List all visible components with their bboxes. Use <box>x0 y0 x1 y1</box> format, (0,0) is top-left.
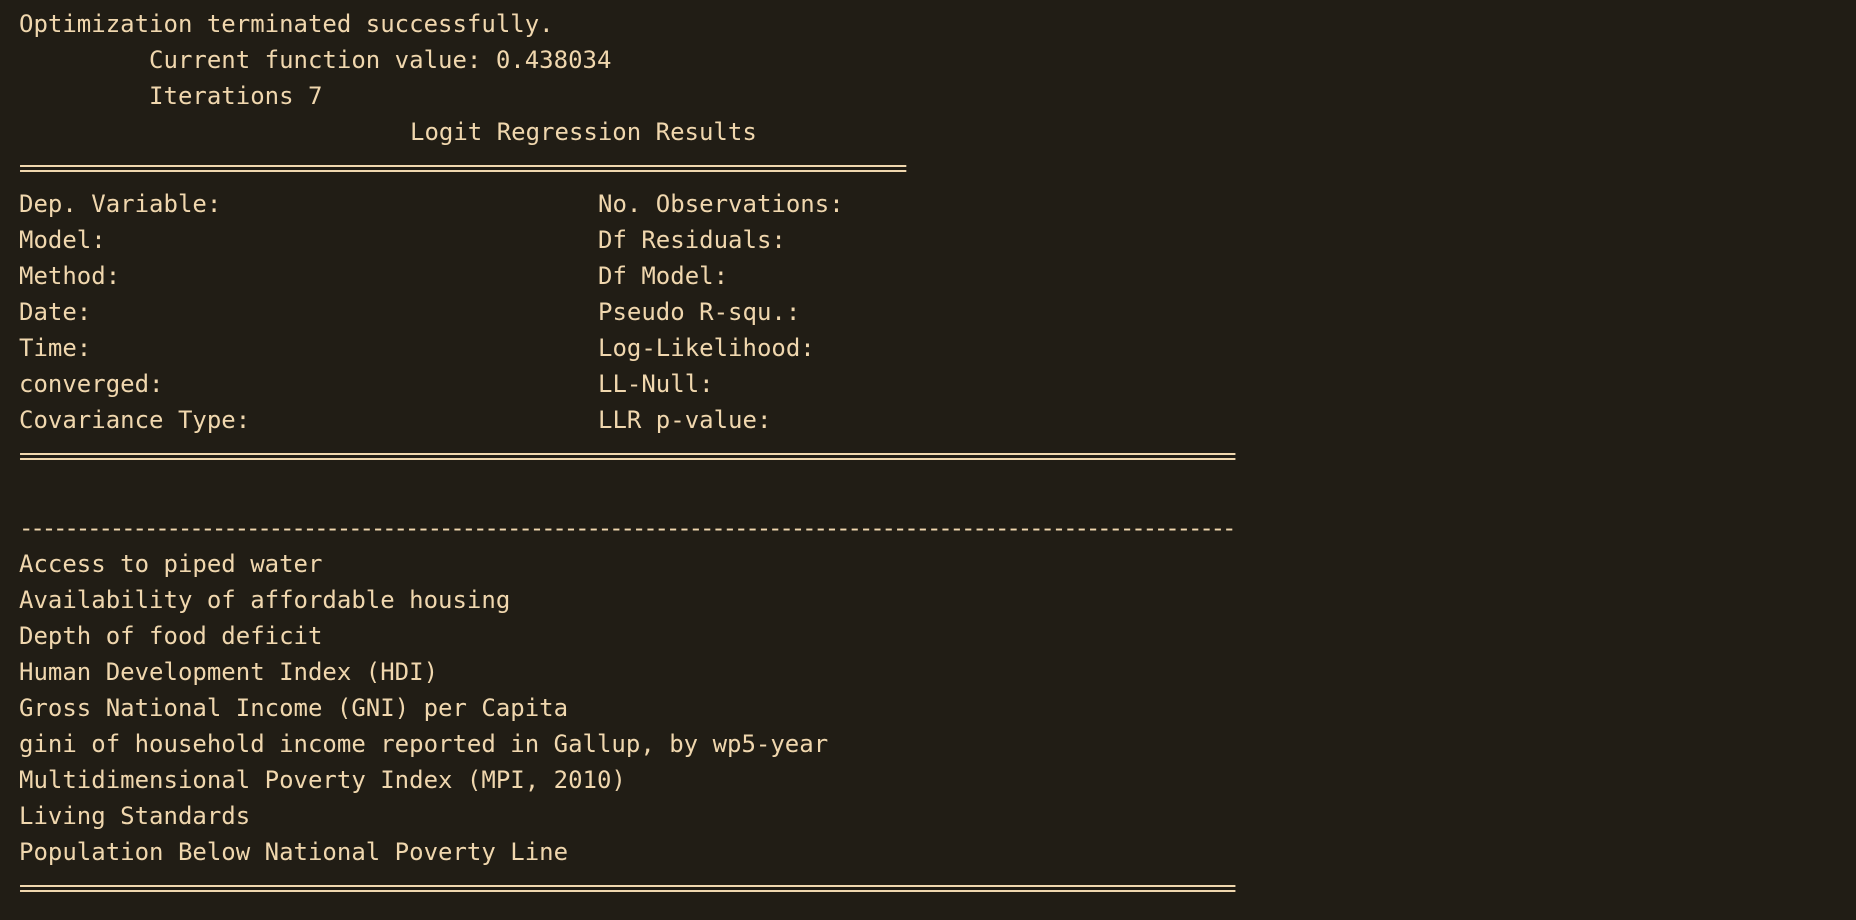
info-key-right: Log-Likelihood: <box>598 334 815 362</box>
variable-name: Living Standards <box>19 802 251 830</box>
dash-rule: ----------------------------------------… <box>19 514 1236 542</box>
optimizer-status: Optimization terminated successfully. <box>19 10 554 38</box>
iterations: Iterations 7 <box>19 82 323 110</box>
variable-name: Gross National Income (GNI) per Capita <box>19 694 569 722</box>
top-rule: ========================================… <box>19 154 907 182</box>
results-title: Logit Regression Results <box>410 118 757 146</box>
results-title-line: Logit Regression Results <box>0 114 757 150</box>
variable-name: Human Development Index (HDI) <box>19 658 439 686</box>
variable-name: gini of household income reported in Gal… <box>19 730 829 758</box>
info-key-right: Df Residuals: <box>598 226 786 254</box>
info-key-left: converged: <box>19 370 164 398</box>
info-key-left: Date: <box>19 298 92 326</box>
info-key-right: Pseudo R-squ.: <box>598 298 801 326</box>
info-key-right: No. Observations: <box>598 190 844 218</box>
info-key-left: Model: <box>19 226 106 254</box>
info-key-right: LL-Null: <box>598 370 714 398</box>
variable-name: Depth of food deficit <box>19 622 323 650</box>
info-key-left: Time: <box>19 334 92 362</box>
info-key-right: Df Model: <box>598 262 729 290</box>
variable-name: Population Below National Poverty Line <box>19 838 569 866</box>
variable-name: Availability of affordable housing <box>19 586 511 614</box>
info-key-left: Method: <box>19 262 121 290</box>
iterations-line: Iterations 7 <box>0 78 322 114</box>
variable-name: Access to piped water <box>19 550 323 578</box>
mid-rule: ========================================… <box>19 442 1236 470</box>
info-key-left: Covariance Type: <box>19 406 251 434</box>
optimizer-status-line: Optimization terminated successfully. <box>0 6 554 42</box>
function-value-line: Current function value: 0.438034 <box>0 42 611 78</box>
info-key-left: Dep. Variable: <box>19 190 222 218</box>
variable-name: Multidimensional Poverty Index (MPI, 201… <box>19 766 626 794</box>
info-key-right: LLR p-value: <box>598 406 772 434</box>
bottom-rule: ========================================… <box>19 874 1236 902</box>
function-value: Current function value: 0.438034 <box>19 46 612 74</box>
